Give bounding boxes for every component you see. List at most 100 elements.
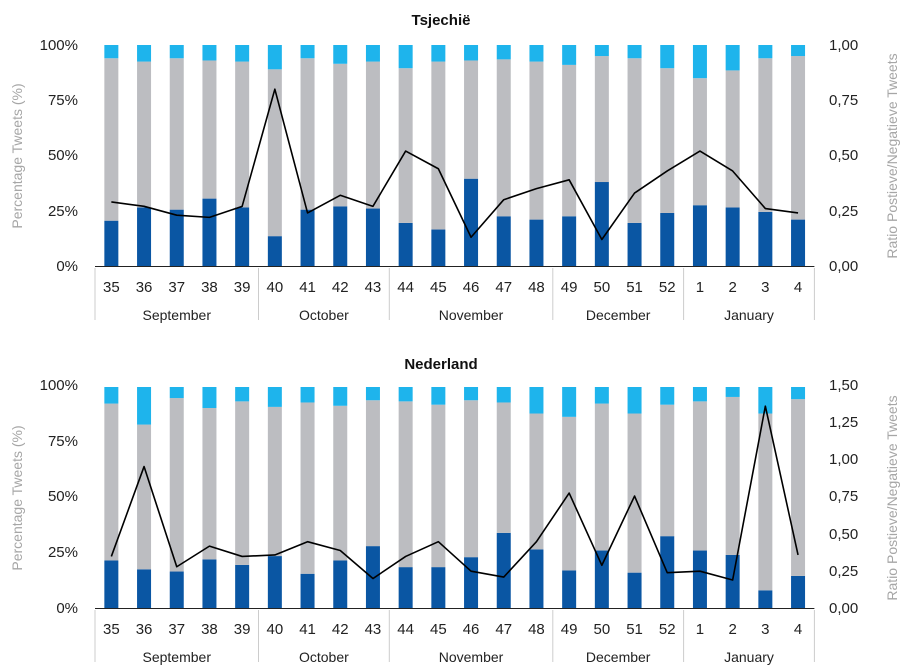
bar-neutral <box>529 413 544 550</box>
bar-neutral <box>267 69 282 237</box>
bar-neutral <box>758 58 773 212</box>
bar-neutral <box>235 61 250 208</box>
x-tick-label: 1 <box>696 279 704 296</box>
y2-tick-label: 0,00 <box>829 258 858 275</box>
bar-negative <box>267 236 282 266</box>
bar-negative <box>333 560 348 608</box>
x-tick-label: 3 <box>761 279 769 296</box>
x-tick-label: 47 <box>495 279 512 296</box>
x-tick-label: 40 <box>267 621 284 638</box>
bar-neutral <box>627 58 642 223</box>
bar-negative <box>235 564 250 608</box>
ratio-line <box>111 88 799 241</box>
month-group-labels: September October November December January <box>143 649 774 665</box>
x-tick-label: 48 <box>528 279 545 296</box>
bar-negative <box>398 567 413 608</box>
bar-positive <box>169 45 184 59</box>
bar-neutral <box>300 402 315 574</box>
bar-negative <box>496 216 511 266</box>
x-tick-label: 42 <box>332 621 349 638</box>
bar-positive <box>267 387 282 407</box>
bar-negative <box>300 573 315 608</box>
month-label: January <box>724 307 774 323</box>
bar-positive <box>660 45 675 69</box>
bar-neutral <box>431 404 446 568</box>
bar-neutral <box>660 404 675 537</box>
bar-positive <box>594 387 609 404</box>
bar-neutral <box>365 61 380 209</box>
bar-neutral <box>627 413 642 573</box>
x-tick-label: 41 <box>299 621 316 638</box>
month-label: October <box>299 649 349 665</box>
x-tick-label: 51 <box>626 621 643 638</box>
y-axis-label-right: Ratio Postieve/Negatieve Tweets <box>884 395 900 600</box>
x-tick-labels: 35 36 37 38 39 40 41 42 43 44 45 46 47 48 49 50 51 52 1 2 3 4 <box>103 621 802 638</box>
x-tick-label: 38 <box>201 621 218 638</box>
x-tick-label: 45 <box>430 621 447 638</box>
y-axis-label-left: Percentage Tweets (%) <box>9 425 25 570</box>
bar-positive <box>562 45 577 65</box>
bar-positive <box>365 387 380 401</box>
bar-negative <box>594 182 609 266</box>
bar-positive <box>692 387 707 402</box>
x-tick-label: 43 <box>365 279 382 296</box>
x-tick-label: 40 <box>267 279 284 296</box>
x-tick-label: 39 <box>234 621 251 638</box>
bar-neutral <box>104 403 119 561</box>
y-ticks-left: 0% 25% 50% 75% 100% <box>40 377 78 617</box>
bar-negative <box>627 222 642 266</box>
bar-positive <box>431 387 446 405</box>
bar-neutral <box>202 60 217 199</box>
bar-positive <box>529 387 544 414</box>
bar-neutral <box>660 68 675 213</box>
bar-negative <box>692 205 707 266</box>
bar-neutral <box>725 396 740 555</box>
bar-negative <box>791 575 806 608</box>
bar-positive <box>431 45 446 62</box>
chart-title: Nederland <box>404 356 477 373</box>
bar-negative <box>562 570 577 608</box>
bar-neutral <box>169 398 184 572</box>
bar-negative <box>169 571 184 608</box>
x-tick-label: 4 <box>794 621 802 638</box>
bar-neutral <box>464 60 479 179</box>
bar-positive <box>758 387 773 414</box>
bar-negative <box>398 222 413 266</box>
bar-positive <box>496 387 511 403</box>
bar-neutral <box>594 403 609 551</box>
bar-positive <box>104 387 119 404</box>
axes <box>94 266 815 320</box>
bar-negative <box>692 550 707 608</box>
month-group-labels: September October November December January <box>143 307 774 323</box>
y2-tick-label: 0,50 <box>829 147 858 164</box>
bar-positive <box>235 45 250 62</box>
x-tick-label: 37 <box>168 279 185 296</box>
bar-negative <box>431 567 446 608</box>
bar-positive <box>627 45 642 59</box>
y-axis-label-left: Percentage Tweets (%) <box>9 83 25 228</box>
bar-negative <box>365 208 380 266</box>
bars <box>104 387 806 608</box>
bar-negative <box>300 209 315 266</box>
x-tick-label: 45 <box>430 279 447 296</box>
bar-positive <box>235 387 250 402</box>
bar-negative <box>365 546 380 608</box>
x-tick-label: 2 <box>728 279 736 296</box>
y2-tick-label: 0,75 <box>829 92 858 109</box>
bar-neutral <box>333 63 348 207</box>
bar-neutral <box>791 399 806 576</box>
month-label: January <box>724 649 774 665</box>
bar-positive <box>464 387 479 401</box>
bar-negative <box>137 569 152 608</box>
x-tick-label: 49 <box>561 279 578 296</box>
bar-negative <box>529 549 544 608</box>
bar-positive <box>398 45 413 69</box>
ratio-polyline <box>111 88 799 241</box>
month-label: November <box>439 649 504 665</box>
bar-positive <box>333 45 348 64</box>
y-tick-label: 0% <box>56 258 78 275</box>
bar-neutral <box>431 61 446 230</box>
x-tick-label: 36 <box>136 621 153 638</box>
bar-negative <box>562 216 577 266</box>
bar-negative <box>202 559 217 608</box>
